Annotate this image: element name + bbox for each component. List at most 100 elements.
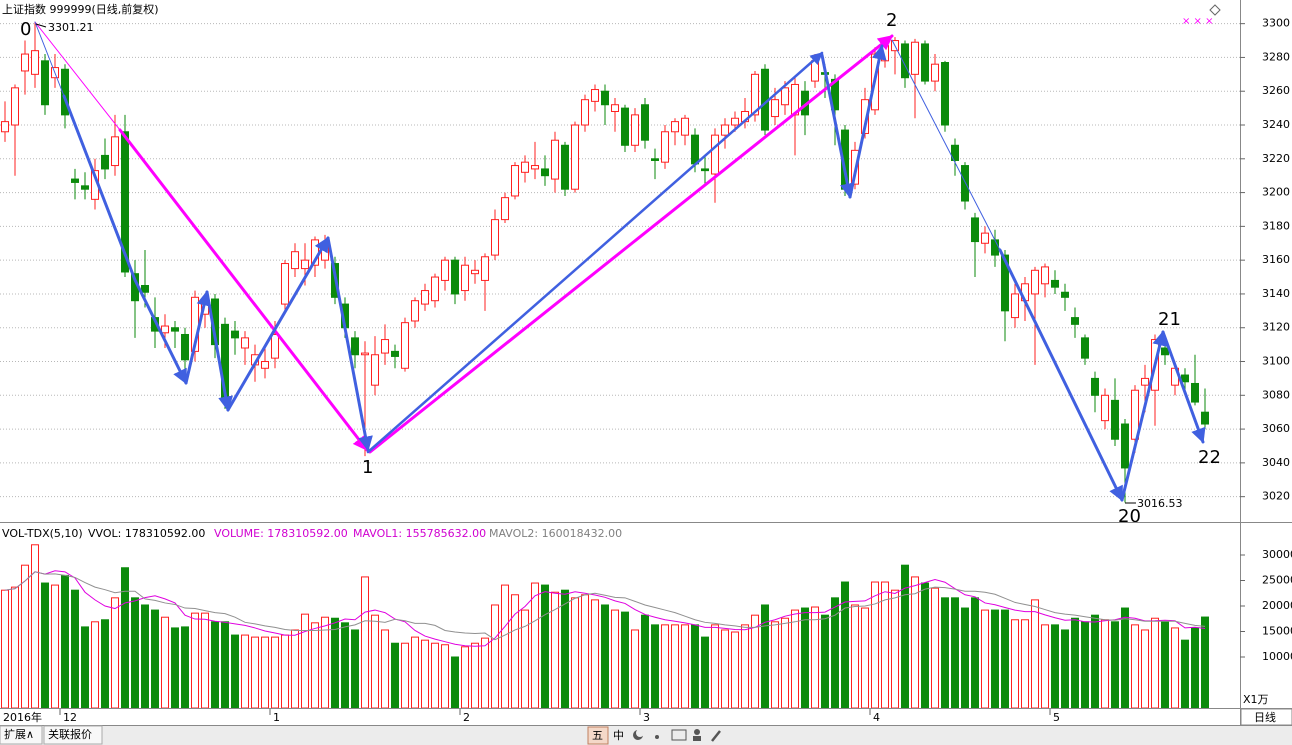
wave-line — [1120, 330, 1168, 502]
y-tick-label: 3220 — [1262, 152, 1290, 165]
volume-bar — [731, 631, 739, 709]
candle-body — [661, 131, 669, 163]
volume-bar — [911, 576, 919, 709]
volume-bar — [1011, 619, 1019, 709]
candle-body — [1111, 399, 1119, 440]
candle-body — [711, 134, 719, 175]
tab-label[interactable]: 扩展∧ — [4, 727, 34, 741]
candle-body — [561, 144, 569, 190]
volume-bar — [151, 609, 159, 709]
volume-bar — [971, 597, 979, 709]
volume-bar — [651, 624, 659, 709]
candle-body — [431, 276, 439, 302]
volume-bar — [501, 584, 509, 709]
candle-body — [361, 352, 369, 356]
volume-bar — [271, 636, 279, 709]
volume-bar — [1111, 621, 1119, 709]
volume-bar — [351, 629, 359, 709]
volume-bar — [891, 589, 899, 709]
y-tick-label: 10000 — [1262, 650, 1292, 663]
candle-body — [491, 219, 499, 256]
volume-bar — [641, 614, 649, 709]
candle-body — [501, 197, 509, 221]
toolbar-button[interactable] — [587, 726, 609, 745]
volume-bar — [461, 646, 469, 709]
candle-body — [601, 90, 609, 106]
toolbar-icon[interactable] — [711, 730, 721, 742]
candle-body — [241, 337, 249, 349]
y-tick-label: 3240 — [1262, 118, 1290, 131]
volume-bar — [561, 589, 569, 709]
volume-bar — [761, 604, 769, 709]
volume-bar — [21, 564, 29, 709]
volume-bar — [331, 617, 339, 709]
volume-bar — [411, 636, 419, 709]
period-box[interactable] — [1240, 708, 1292, 726]
candle-body — [11, 87, 19, 126]
volume-bar — [281, 634, 289, 709]
x-tick-label: 1 — [273, 711, 280, 724]
volume-bar — [51, 584, 59, 709]
volume-bar — [71, 589, 79, 709]
candle-body — [81, 185, 89, 190]
tab-label[interactable]: 关联报价 — [48, 727, 92, 741]
wave-line — [848, 44, 887, 199]
volume-bar — [961, 607, 969, 709]
high-label: 3301.21 — [48, 21, 94, 34]
tab[interactable] — [43, 725, 103, 745]
candle-body — [751, 73, 759, 116]
candle-body — [541, 168, 549, 177]
candle-body — [611, 104, 619, 112]
candle-body — [391, 350, 399, 357]
volume-bar — [621, 611, 629, 709]
wave-line — [998, 248, 1124, 502]
volume-bar — [781, 617, 789, 709]
toolbar-label[interactable]: 五 — [592, 729, 603, 742]
candle-body — [511, 165, 519, 197]
diamond-icon[interactable] — [1209, 4, 1221, 16]
volume-bar — [141, 604, 149, 709]
toolbar-label[interactable]: 中 — [613, 729, 624, 742]
wave-label: 1 — [362, 457, 373, 478]
candle-body — [1, 121, 9, 133]
bottom-bar — [0, 726, 1292, 745]
volume-bar — [181, 626, 189, 709]
period-label[interactable]: 日线 — [1254, 710, 1276, 724]
y-tick-label: 3120 — [1262, 321, 1290, 334]
candle-body — [971, 217, 979, 243]
toolbar-icon[interactable] — [694, 729, 700, 735]
indicator-name: VOL-TDX(5,10) — [2, 527, 83, 540]
volume-bar — [531, 582, 539, 709]
toolbar-icon[interactable] — [655, 735, 659, 739]
volume-bar — [1121, 607, 1129, 709]
volume-bar — [231, 634, 239, 709]
wave-label: 2 — [886, 10, 897, 31]
volume-bar — [1151, 617, 1159, 709]
candle-body — [1181, 374, 1189, 383]
volume-bar — [841, 581, 849, 709]
volume-bar — [571, 597, 579, 709]
wave-label: 0 — [20, 19, 31, 40]
wave-lines — [34, 21, 1206, 502]
candle-body — [1071, 317, 1079, 325]
candle-body — [931, 63, 939, 82]
candle-body — [991, 239, 999, 256]
candle-body — [651, 158, 659, 161]
wave-line — [205, 290, 234, 412]
candle-body — [1131, 389, 1139, 440]
volume-bar — [121, 567, 129, 709]
volume-bar — [301, 613, 309, 709]
volume-bar — [1171, 627, 1179, 709]
volume-bar — [581, 594, 589, 709]
wave-line — [62, 94, 188, 385]
candle-body — [261, 361, 269, 369]
toolbar-icon[interactable] — [671, 729, 687, 741]
volume-bar — [1081, 621, 1089, 709]
candle-body — [291, 251, 299, 270]
toolbar-icon — [636, 729, 644, 737]
tab[interactable] — [0, 725, 43, 745]
volume-bar — [1071, 617, 1079, 709]
candle-body — [961, 165, 969, 202]
wave-line — [118, 128, 369, 452]
